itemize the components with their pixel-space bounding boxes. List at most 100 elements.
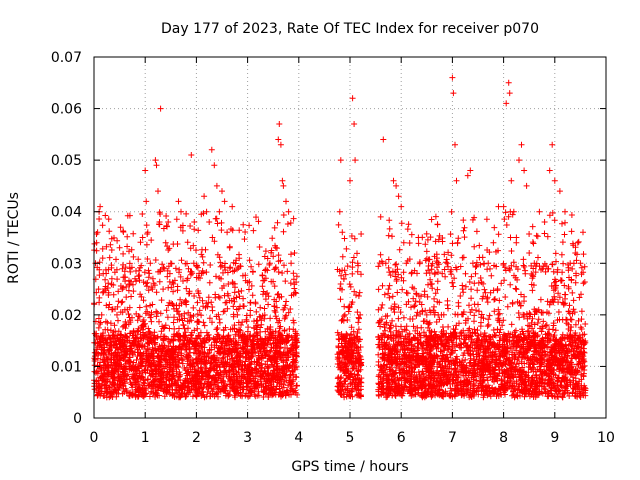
data-point (271, 224, 278, 231)
data-point (207, 262, 214, 268)
data-point (234, 266, 240, 273)
data-point (196, 307, 203, 314)
data-point (135, 341, 142, 348)
data-point (194, 264, 201, 271)
data-point (109, 306, 115, 313)
data-point (190, 313, 197, 319)
data-point (136, 304, 143, 311)
data-point (137, 239, 144, 246)
data-point (239, 319, 246, 326)
data-point (97, 352, 104, 359)
data-point (214, 325, 221, 331)
data-point (283, 298, 290, 305)
data-point (262, 266, 269, 273)
data-point (209, 234, 216, 241)
data-point (231, 298, 238, 305)
data-point (191, 226, 198, 233)
data-point (173, 302, 180, 309)
data-point (177, 296, 184, 303)
data-point (277, 323, 284, 330)
data-point (186, 318, 193, 325)
data-point (157, 310, 164, 317)
data-point (266, 260, 273, 267)
data-point (259, 272, 266, 279)
data-point (108, 247, 115, 253)
data-point (153, 289, 160, 296)
data-point (224, 290, 231, 297)
data-point (200, 303, 207, 310)
data-point (205, 294, 212, 301)
data-point (176, 266, 183, 273)
data-point (166, 278, 173, 285)
data-point (233, 294, 240, 301)
data-point (139, 211, 146, 217)
data-point (99, 222, 106, 229)
data-point (281, 262, 287, 269)
data-point (161, 265, 168, 272)
data-point (246, 257, 253, 264)
data-point (267, 315, 274, 322)
data-point (145, 274, 152, 281)
data-point (112, 306, 118, 312)
data-point (183, 210, 190, 217)
data-point (246, 222, 253, 229)
data-point (274, 219, 281, 226)
data-point (215, 311, 222, 318)
data-point (236, 227, 243, 234)
data-point (164, 273, 171, 280)
data-point (279, 270, 286, 276)
data-point (129, 384, 136, 391)
grid-lines (94, 57, 606, 418)
data-point (145, 287, 152, 294)
data-point (272, 264, 279, 271)
data-point (186, 288, 193, 295)
data-point (280, 384, 287, 391)
data-point (248, 282, 255, 289)
data-point (218, 219, 225, 226)
data-point (211, 238, 218, 245)
data-point (124, 243, 131, 250)
data-point (134, 383, 141, 390)
data-point (105, 280, 112, 287)
data-point (144, 279, 151, 286)
data-point (135, 327, 142, 334)
data-point (184, 239, 191, 246)
data-point (131, 342, 138, 349)
data-point (253, 308, 260, 315)
data-point (269, 235, 276, 242)
data-point (115, 288, 122, 295)
data-point (292, 365, 299, 371)
data-point (240, 221, 247, 228)
data-point (282, 314, 289, 320)
data-point (293, 273, 300, 280)
data-point (240, 295, 247, 302)
data-point (288, 251, 294, 258)
data-point (289, 368, 296, 375)
data-point (145, 325, 152, 332)
data-point (273, 298, 280, 305)
data-point (235, 288, 242, 295)
data-point (249, 292, 256, 299)
data-point (118, 299, 125, 306)
data-point (177, 273, 184, 280)
data-point (140, 297, 147, 304)
data-point (163, 307, 170, 314)
data-point (190, 304, 197, 311)
data-point (198, 312, 205, 319)
data-point (236, 255, 243, 262)
data-point (148, 318, 155, 325)
data-point (179, 317, 186, 324)
data-point (226, 297, 233, 304)
data-point (120, 250, 127, 257)
data-point (284, 268, 291, 275)
data-point (136, 313, 143, 320)
data-point (105, 289, 112, 296)
data-point (284, 221, 291, 227)
data-point (241, 236, 248, 243)
data-point (135, 273, 142, 280)
data-points (91, 74, 589, 401)
data-point (185, 325, 191, 332)
data-point (125, 311, 132, 317)
